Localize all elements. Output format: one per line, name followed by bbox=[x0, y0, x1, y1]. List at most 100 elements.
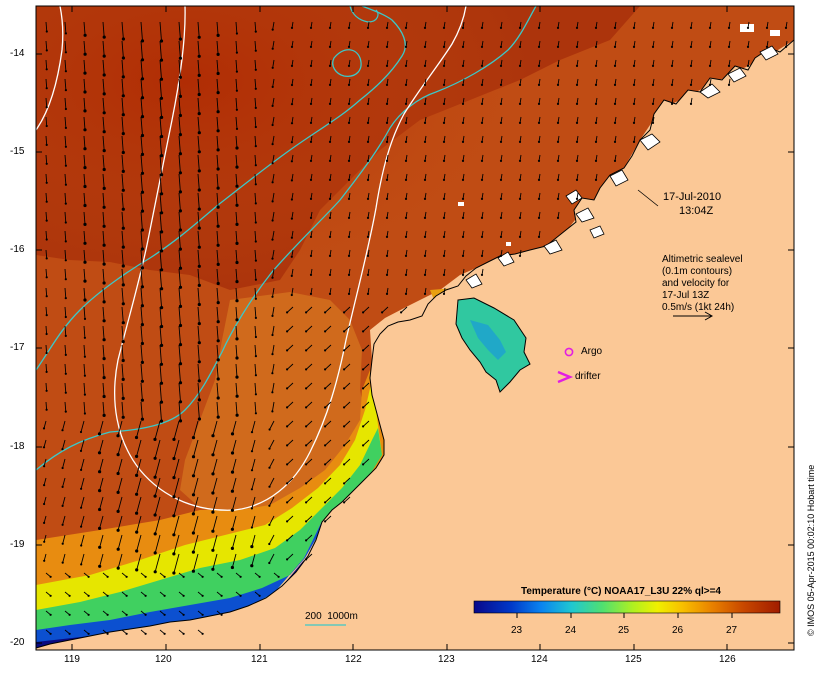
velocity-arrow-head bbox=[305, 482, 308, 485]
velocity-arrow-head bbox=[499, 178, 503, 181]
velocity-arrow bbox=[45, 401, 48, 410]
velocity-arrow-head bbox=[537, 121, 541, 124]
velocity-arrow-head bbox=[43, 521, 46, 525]
velocity-arrow-head bbox=[102, 224, 106, 228]
velocity-arrow-head bbox=[68, 594, 71, 597]
cloud-speck bbox=[458, 202, 464, 206]
velocity-arrow bbox=[83, 268, 86, 282]
velocity-arrow bbox=[235, 382, 238, 397]
velocity-arrow-head bbox=[290, 122, 294, 125]
velocity-arrow bbox=[251, 553, 256, 566]
velocity-arrow bbox=[45, 154, 48, 164]
velocity-arrow bbox=[80, 515, 85, 527]
velocity-arrow-head bbox=[518, 102, 522, 105]
velocity-arrow-head bbox=[102, 243, 106, 247]
velocity-arrow bbox=[197, 116, 200, 133]
velocity-arrow-head bbox=[347, 235, 351, 238]
velocity-arrow-head bbox=[178, 94, 182, 98]
velocity-arrow bbox=[254, 21, 257, 32]
velocity-arrow-head bbox=[404, 83, 408, 86]
velocity-arrow-head bbox=[140, 360, 144, 364]
velocity-arrow-head bbox=[64, 221, 67, 224]
velocity-arrow-head bbox=[480, 273, 484, 276]
velocity-arrow bbox=[362, 363, 370, 370]
velocity-arrow-head bbox=[106, 613, 109, 616]
velocity-arrow-head bbox=[305, 406, 308, 409]
velocity-arrow-head bbox=[121, 56, 125, 60]
velocity-arrow-head bbox=[670, 45, 674, 49]
velocity-arrow-head bbox=[216, 243, 220, 247]
velocity-arrow-head bbox=[83, 317, 87, 320]
velocity-arrow-head bbox=[216, 415, 220, 419]
velocity-arrow-head bbox=[290, 26, 294, 29]
velocity-arrow bbox=[305, 363, 313, 370]
velocity-arrow-head bbox=[216, 320, 220, 324]
velocity-arrow-head bbox=[64, 410, 67, 413]
velocity-arrow-head bbox=[178, 400, 183, 404]
velocity-arrow-head bbox=[286, 387, 289, 390]
velocity-arrow bbox=[197, 401, 200, 420]
velocity-arrow-head bbox=[385, 83, 389, 86]
velocity-arrow-head bbox=[230, 489, 234, 493]
altimetry-note-line: 17-Jul 13Z bbox=[662, 290, 710, 301]
velocity-arrow bbox=[197, 211, 200, 229]
velocity-arrow-head bbox=[480, 216, 484, 219]
velocity-arrow bbox=[272, 97, 275, 106]
velocity-arrow-head bbox=[160, 324, 164, 329]
velocity-arrow bbox=[324, 496, 332, 503]
velocity-arrow-head bbox=[385, 273, 389, 276]
velocity-arrow-head bbox=[290, 179, 293, 182]
velocity-arrow-head bbox=[64, 183, 67, 186]
velocity-arrow-head bbox=[172, 495, 176, 499]
velocity-arrow-head bbox=[159, 400, 164, 404]
velocity-arrow-head bbox=[305, 444, 308, 447]
velocity-arrow-head bbox=[134, 435, 139, 440]
velocity-arrow-head bbox=[61, 429, 64, 432]
velocity-arrow-head bbox=[305, 368, 308, 371]
velocity-arrow-head bbox=[423, 26, 427, 29]
velocity-arrow bbox=[254, 249, 257, 261]
velocity-arrow-head bbox=[182, 575, 185, 578]
velocity-arrow-head bbox=[135, 492, 139, 496]
velocity-arrow-head bbox=[49, 594, 52, 597]
velocity-arrow-head bbox=[271, 200, 274, 203]
velocity-arrow bbox=[286, 344, 294, 351]
velocity-arrow bbox=[83, 116, 86, 130]
velocity-arrow-head bbox=[290, 83, 294, 87]
velocity-arrow-head bbox=[121, 94, 125, 98]
cloud-speck bbox=[506, 242, 511, 246]
velocity-arrow bbox=[362, 325, 370, 332]
velocity-arrow bbox=[324, 344, 332, 351]
velocity-arrow-head bbox=[366, 140, 370, 143]
isobath-200m bbox=[36, 6, 406, 371]
velocity-arrow bbox=[193, 439, 199, 457]
velocity-arrow bbox=[83, 40, 86, 55]
velocity-arrow-head bbox=[220, 575, 223, 578]
velocity-arrow-head bbox=[442, 273, 446, 276]
velocity-arrow bbox=[192, 496, 199, 515]
velocity-arrow-head bbox=[211, 548, 215, 552]
velocity-arrow-head bbox=[216, 110, 220, 114]
velocity-arrow-head bbox=[45, 30, 48, 33]
velocity-arrow bbox=[102, 78, 105, 94]
velocity-arrow bbox=[343, 363, 351, 370]
velocity-arrow-head bbox=[235, 356, 239, 360]
velocity-arrow-head bbox=[216, 339, 220, 343]
velocity-arrow-head bbox=[423, 102, 427, 105]
velocity-arrow bbox=[64, 154, 67, 166]
velocity-arrow bbox=[64, 401, 67, 412]
velocity-arrow-head bbox=[385, 26, 389, 29]
velocity-arrow bbox=[99, 515, 104, 529]
velocity-arrow-head bbox=[83, 279, 87, 283]
velocity-arrow bbox=[102, 135, 105, 151]
velocity-arrow bbox=[197, 363, 200, 381]
velocity-arrow bbox=[102, 344, 105, 359]
velocity-arrow bbox=[235, 59, 238, 72]
velocity-arrow-head bbox=[309, 45, 313, 49]
velocity-arrow-head bbox=[290, 198, 293, 201]
velocity-arrow-head bbox=[121, 188, 125, 192]
velocity-arrow bbox=[212, 458, 218, 475]
velocity-arrow-head bbox=[362, 463, 365, 466]
reference-velocity-arrow bbox=[673, 311, 714, 321]
velocity-arrow-head bbox=[271, 66, 274, 69]
